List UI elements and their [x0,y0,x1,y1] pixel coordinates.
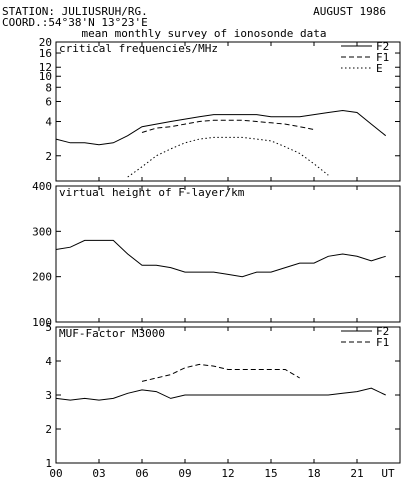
y-tick-label: 10 [39,70,52,83]
x-tick-label: 00 [49,467,62,480]
x-tick-label: 12 [221,467,234,480]
y-tick-label: 2 [45,150,52,163]
series-line-f2 [55,387,386,401]
y-tick-label: 400 [32,180,52,193]
y-tick-label: 12 [39,61,52,74]
legend-label: F2 [376,40,389,53]
panel-title: virtual height of F-layer/km [59,186,245,199]
y-tick-label: 5 [45,321,52,334]
y-tick-label: 1 [45,457,52,470]
panel-title: MUF-Factor M3000 [59,327,165,340]
x-unit-label: UT [381,467,395,480]
x-tick-label: 09 [178,467,191,480]
panel-2: virtual height of F-layer/km 100 200 300 400 [32,180,401,329]
station-label: STATION: JULIUSRUH/RG. [2,5,148,18]
y-tick-label: 4 [45,355,52,368]
y-tick-label: 4 [45,116,52,129]
legend-label: F2 [376,325,389,338]
x-tick-label: 21 [350,467,363,480]
y-tick-label: 16 [39,47,52,60]
y-tick-label: 2 [45,423,52,436]
y-tick-label: 20 [39,36,52,49]
x-tick-label: 06 [135,467,148,480]
series-line-f2 [55,109,387,146]
y-tick-label: 300 [32,225,52,238]
y-tick-label: 6 [45,95,52,108]
legend-label: E [376,62,383,75]
x-axis: 00 03 06 09 12 15 18 21 UT [49,467,395,480]
x-tick-label: 18 [307,467,320,480]
series-line-f1 [141,119,315,133]
figure-subtitle: mean monthly survey of ionosonde data [81,27,326,40]
y-tick-label: 3 [45,389,52,402]
panel-title: critical frequencies/MHz [59,42,218,55]
series-line-f1 [141,363,300,382]
date-label: AUGUST 1986 [313,5,386,18]
series-line-e [127,136,329,178]
y-tick-label: 100 [32,316,52,329]
x-tick-label: 03 [92,467,105,480]
coordinates-label: COORD.:54°38'N 13°23'E [2,16,148,29]
y-tick-label: 8 [45,81,52,94]
legend-label: F1 [376,51,389,64]
x-tick-label: 15 [264,467,277,480]
y-tick-label: 200 [32,271,52,284]
series-line-virtual-height [55,239,386,278]
legend-label: F1 [376,336,389,349]
